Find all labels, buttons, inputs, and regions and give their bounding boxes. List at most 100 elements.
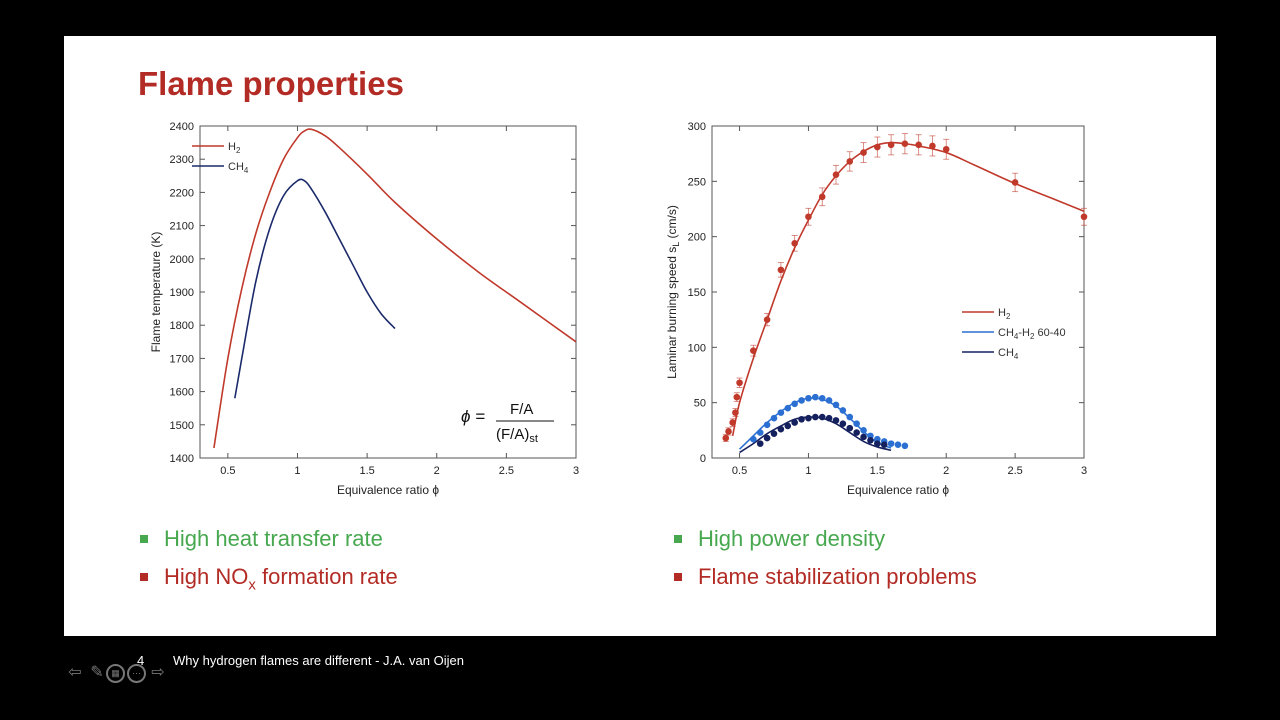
- ch4-h2-blend-data-point: [832, 401, 840, 409]
- ch4-h2-blend-data-point: [763, 421, 771, 429]
- x-tick-label: 1.5: [870, 465, 885, 477]
- flame-temperature-chart: 0.5 1 1.5 2 2.5 3 1400 1500 1600 1700 1800 1900 2000…: [149, 121, 579, 497]
- ch4-h2-blend-data-point: [777, 409, 785, 416]
- page-number: 4: [137, 653, 145, 668]
- x-axis-label: Equivalence ratio ϕ: [847, 483, 949, 497]
- y-tick-label: 1400: [170, 453, 194, 465]
- slide: Flame properties 0.5 1 1.5 2 2.5 3 1400 1500 160…: [64, 36, 1216, 636]
- h2-data-point: [733, 393, 741, 401]
- y-tick-label: 150: [688, 287, 706, 299]
- plot-frame: [711, 125, 1085, 459]
- h2-data-point: [722, 434, 730, 442]
- legend-h2-label: H2: [998, 307, 1011, 321]
- ch4-h2-blend-data-point: [756, 429, 764, 436]
- x-tick-label: 0.5: [220, 465, 235, 477]
- ch4-data-point: [874, 440, 881, 447]
- ch4-h2-blend-data-point: [901, 442, 909, 450]
- y-tick-label: 200: [688, 232, 706, 244]
- arrow-right-icon[interactable]: ⇨: [151, 664, 165, 681]
- ch4-h2-blend-data-point: [805, 394, 812, 402]
- h2-data-point: [915, 141, 922, 149]
- ch4-h2-blend-data-point: [846, 413, 854, 421]
- ch4-data-point: [805, 414, 812, 422]
- y-tick-label: 0: [700, 453, 706, 465]
- h2-data-point: [763, 316, 771, 323]
- ch4-data-point: [770, 430, 778, 437]
- ch4-h2-blend-data-point: [812, 393, 819, 401]
- h2-data-point: [805, 213, 812, 221]
- y-tick-label: 2100: [170, 221, 194, 233]
- x-tick-label: 2.5: [499, 465, 514, 477]
- h2-data-point: [732, 409, 739, 416]
- ch4-data-point: [812, 413, 819, 421]
- ch4-data-point: [791, 419, 798, 426]
- formula-numerator: F/A: [510, 401, 533, 418]
- footer-text: Why hydrogen flames are different - J.A.…: [173, 653, 464, 668]
- ch4-h2-blend-data-point: [860, 427, 867, 434]
- x-tick-label: 2: [943, 465, 949, 477]
- y-tick-label: 300: [688, 121, 706, 133]
- ch4-h2-blend-data-point: [894, 441, 902, 449]
- ch4-h2-blend-data-point: [839, 407, 847, 414]
- ch4-h2-blend-data-point: [770, 414, 778, 422]
- ch4-data-point: [777, 425, 785, 433]
- h2-data-point: [791, 240, 798, 247]
- footer: [0, 636, 1280, 720]
- ch4-h2-blend-data-point: [853, 420, 860, 427]
- x-tick-label: 1: [294, 465, 300, 477]
- left-bullets: High heat transfer rate High NOx formati…: [138, 520, 398, 596]
- x-tick-label: 2.5: [1007, 465, 1022, 477]
- bullet-item: High heat transfer rate: [138, 520, 398, 558]
- ch4-data-point: [880, 441, 888, 449]
- y-tick-label: 1500: [170, 420, 194, 432]
- y-tick-label: 50: [694, 398, 706, 410]
- h2-data-point: [777, 266, 785, 274]
- ch4-h2-blend-data-point: [825, 397, 833, 404]
- legend-h2-label: H2: [228, 141, 241, 155]
- y-tick-label: 2200: [170, 187, 194, 199]
- h2-data-point: [942, 145, 950, 153]
- h2-data-point: [736, 379, 743, 387]
- ch4-h2-blend-data-point: [750, 435, 757, 443]
- h2-speed-line: [731, 141, 1085, 437]
- ch4-data-point: [853, 429, 860, 436]
- ch4-data-point: [784, 422, 792, 430]
- y-tick-label: 2300: [170, 154, 194, 166]
- ch4-data-point: [846, 424, 854, 432]
- right-bullets: High power density Flame stabilization p…: [672, 520, 977, 596]
- ch4-data-point: [825, 414, 833, 422]
- burning-speed-chart: 0.5 1 1.5 2 2.5 3 0 50 100 150 200 250 300 Equivalenc…: [665, 121, 1088, 497]
- h2-data-point: [846, 158, 854, 165]
- formula-denominator: (F/A)st: [496, 426, 538, 445]
- pen-icon[interactable]: ✎: [90, 664, 104, 681]
- y-tick-label: 1800: [170, 320, 194, 332]
- bullet-item: Flame stabilization problems: [672, 558, 977, 596]
- ch4-h2-blend-data-point: [791, 400, 798, 408]
- ch4-data-point: [798, 415, 805, 423]
- ch4-h2-blend-data-point: [798, 397, 805, 404]
- h2-data-point: [901, 140, 909, 148]
- legend-ch4-label: CH4: [998, 347, 1019, 361]
- ch4-data-point: [860, 433, 867, 441]
- x-axis-label: Equivalence ratio ϕ: [337, 483, 439, 497]
- grid-icon[interactable]: ▦: [106, 664, 125, 683]
- h2-data-point: [929, 142, 936, 150]
- y-tick-label: 1700: [170, 353, 194, 365]
- arrow-left-icon[interactable]: ⇦: [68, 664, 82, 681]
- x-tick-label: 2: [434, 465, 440, 477]
- x-tick-label: 1.5: [359, 465, 374, 477]
- h2-data-point: [750, 347, 757, 354]
- h2-data-point: [818, 193, 826, 201]
- h2-data-point: [1080, 213, 1088, 221]
- legend-ch4-label: CH4: [228, 161, 249, 175]
- more-icon[interactable]: ⋯: [127, 664, 146, 683]
- h2-data-point: [729, 419, 736, 426]
- legend-blend-label: CH4-H2 60-40: [998, 327, 1066, 341]
- y-tick-label: 1600: [170, 387, 194, 399]
- ch4-h2-blend-data-point: [818, 394, 826, 402]
- x-tick-label: 1: [805, 465, 811, 477]
- equivalence-ratio-formula: ϕ = F/A (F/A)st: [461, 401, 554, 445]
- ch4-data-point: [756, 440, 764, 447]
- h2-data-point: [725, 428, 732, 435]
- h2-data-point: [874, 143, 881, 151]
